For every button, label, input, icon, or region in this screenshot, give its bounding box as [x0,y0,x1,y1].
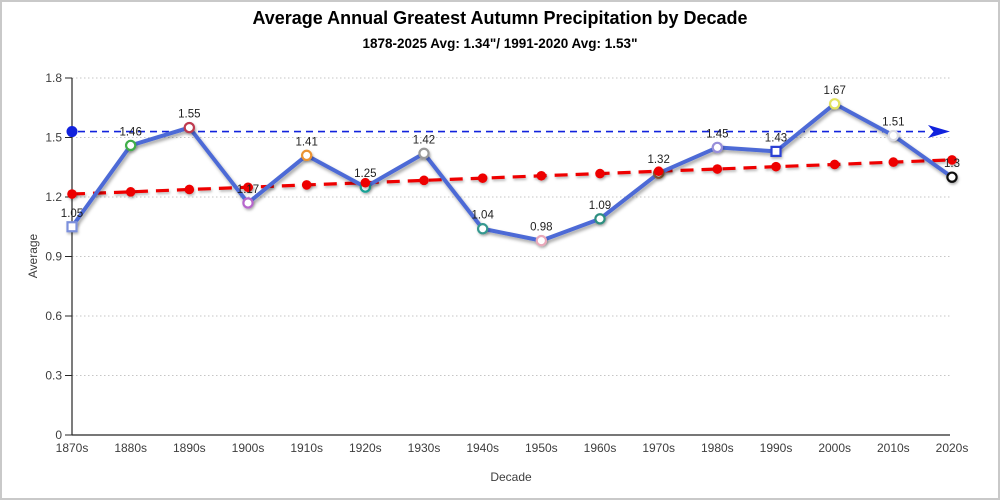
trend-point [301,180,312,190]
reference-line-start-dot [66,126,78,138]
y-tick-label: 0 [55,428,62,442]
data-point-label: 1.41 [295,136,317,148]
x-category-label: 1880s [114,441,147,455]
data-point-marker [828,98,841,110]
trend-point [595,168,605,179]
x-category-label: 1970s [642,441,675,455]
data-point-label: 0.98 [530,222,552,234]
x-category-label: 2010s [877,441,910,455]
data-point-marker [418,147,430,160]
data-point-marker [476,223,489,235]
data-point-marker [770,145,782,157]
data-point-marker [124,139,137,152]
data-point-label: 1.05 [61,208,83,220]
data-point-label: 1.09 [589,200,611,212]
x-category-label: 1920s [349,441,382,455]
x-category-label: 1980s [701,441,734,455]
trend-point [771,161,781,172]
y-tick-label: 1.2 [45,190,62,204]
x-category-label: 1940s [466,441,499,455]
data-point-label: 1.45 [706,128,728,140]
trend-point [536,170,547,181]
data-point-marker [300,149,313,162]
chart-title: Average Annual Greatest Autumn Precipita… [252,8,748,28]
trend-point [888,157,899,167]
data-point-label: 1.3 [944,158,960,170]
data-point-marker [183,121,196,134]
data-point-label: 1.46 [119,126,141,138]
trend-point [360,177,371,188]
y-tick-label: 1.8 [45,71,62,85]
trend-point [947,155,957,165]
trend-point [829,159,840,170]
chart-subtitle: 1878-2025 Avg: 1.34"/ 1991-2020 Avg: 1.5… [362,36,638,51]
trend-point [477,173,488,183]
trend-point [419,175,429,186]
data-point-label: 1.17 [237,184,259,196]
data-point-label: 1.04 [471,210,494,222]
x-category-label: 1990s [760,441,793,455]
data-point-label: 1.43 [765,132,787,144]
trend-point [67,189,77,199]
x-category-label: 1930s [408,441,441,455]
data-point-label: 1.51 [882,117,904,129]
trend-point [243,182,253,193]
main-series-line [70,101,954,243]
y-tick-label: 0.3 [45,369,62,383]
x-category-label: 1900s [232,441,265,455]
trend-point [712,164,723,174]
y-tick-label: 1.5 [45,131,62,145]
x-axis-title: Decade [490,470,532,484]
x-category-label: 2000s [818,441,851,455]
y-tick-label: 0.6 [45,309,62,323]
trend-point [184,184,195,195]
x-category-label: 1950s [525,441,558,455]
data-point-marker [594,213,606,225]
x-category-label: 2020s [936,441,969,455]
x-category-label: 1910s [290,441,323,455]
data-point-marker [887,129,900,142]
data-point-marker [242,197,254,209]
data-point-label: 1.67 [823,85,845,97]
data-point-label: 1.25 [354,168,376,180]
data-point-label: 1.55 [178,109,200,121]
trend-line [71,158,953,196]
reference-line-arrow-icon [928,125,950,139]
data-point-marker [946,171,958,183]
x-category-label: 1960s [584,441,617,455]
trend-point [653,166,664,177]
data-point-marker [535,234,548,247]
data-point-label: 1.42 [413,134,435,146]
x-category-label: 1890s [173,441,206,455]
data-point-label: 1.32 [647,154,669,166]
data-point-marker [66,221,78,233]
data-point-marker [711,141,724,154]
y-tick-label: 0.9 [45,250,62,264]
x-category-label: 1870s [56,441,89,455]
trend-point [125,187,136,197]
